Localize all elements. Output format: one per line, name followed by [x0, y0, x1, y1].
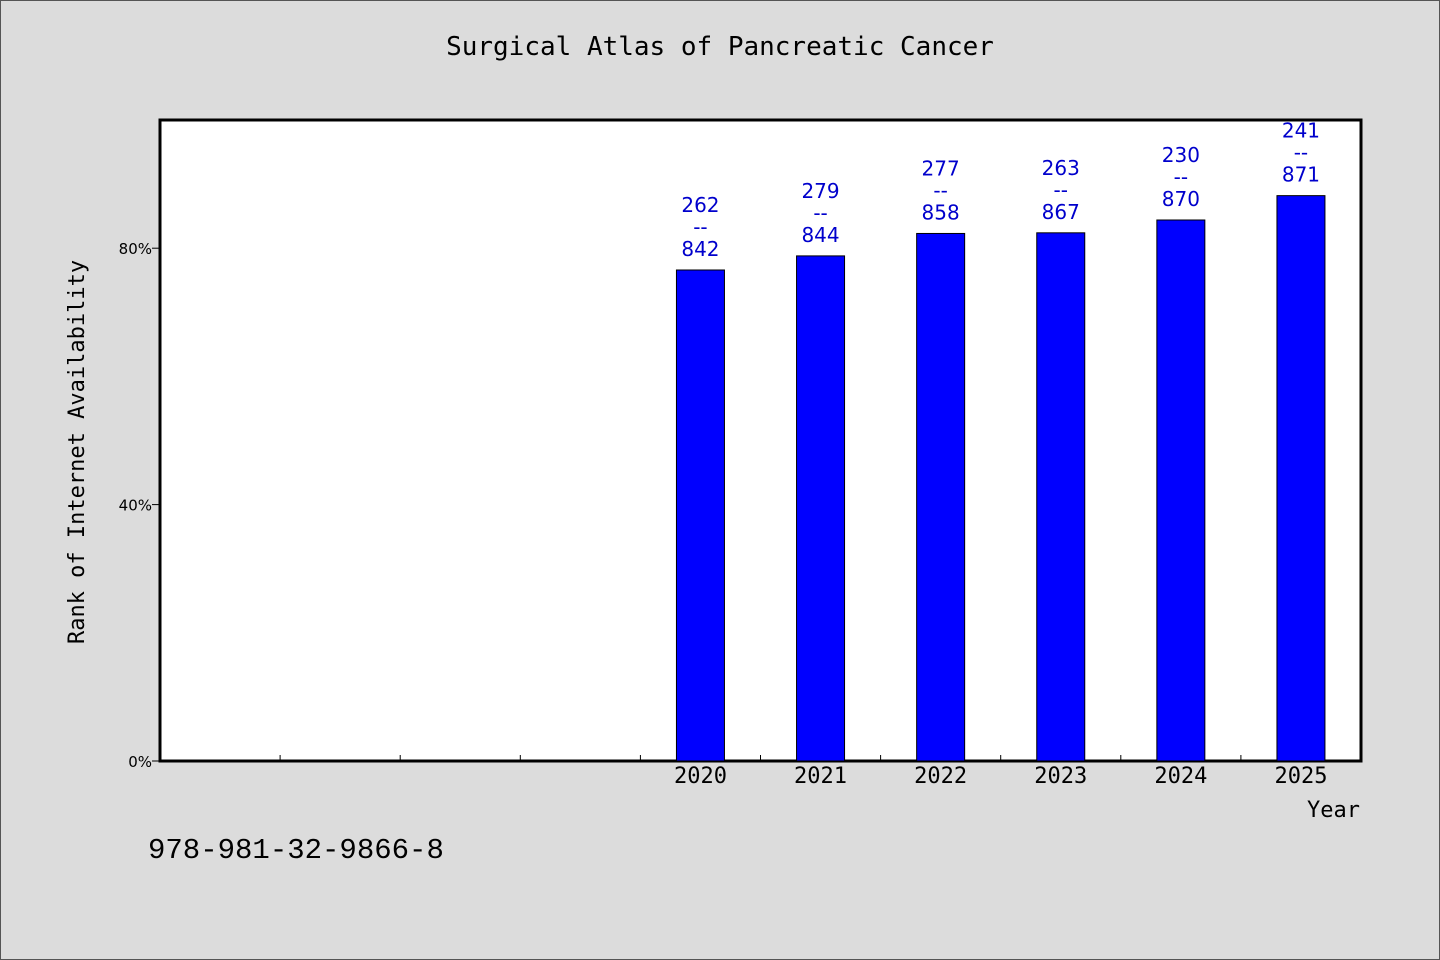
bar-data-label: --	[1054, 178, 1068, 202]
bar-data-label: 842	[681, 237, 719, 261]
bar-data-label: 871	[1282, 163, 1320, 187]
bar	[916, 232, 966, 762]
bar-data-label: --	[693, 215, 707, 239]
bar	[1036, 232, 1086, 762]
y-tick-label: 40%	[119, 497, 152, 515]
x-tick-label: 2023	[1034, 764, 1087, 789]
bar-data-label: 844	[801, 223, 839, 247]
bar-data-label: --	[1174, 165, 1188, 189]
bar-data-label: 279	[801, 179, 839, 203]
bar-data-label: 858	[922, 200, 960, 224]
bar	[675, 269, 725, 762]
bar-data-label: --	[1294, 141, 1308, 165]
bar	[1156, 219, 1206, 762]
bar-data-label: 262	[681, 193, 719, 217]
bar-data-label: 277	[922, 156, 960, 180]
x-axis-title: Year	[1307, 798, 1360, 823]
y-tick-label: 0%	[128, 753, 152, 771]
bar-data-label: 230	[1162, 143, 1200, 167]
x-tick-label: 2024	[1154, 764, 1207, 789]
bar	[1276, 195, 1326, 762]
bar-data-label: 263	[1042, 156, 1080, 180]
y-tick-label: 80%	[119, 240, 152, 258]
bar-data-label: --	[813, 201, 827, 225]
bar	[796, 255, 846, 762]
bar-data-label: --	[933, 178, 947, 202]
bar-data-label: 867	[1042, 200, 1080, 224]
bar-data-label: 870	[1162, 187, 1200, 211]
x-tick-label: 2022	[914, 764, 967, 789]
y-axis-title: Rank of Internet Availability	[65, 260, 90, 644]
bar-data-label: 241	[1282, 119, 1320, 143]
isbn-footer: 978-981-32-9866-8	[148, 834, 444, 867]
x-tick-label: 2025	[1274, 764, 1327, 789]
x-tick-label: 2020	[674, 764, 727, 789]
chart-title: Surgical Atlas of Pancreatic Cancer	[446, 32, 994, 62]
x-tick-label: 2021	[794, 764, 847, 789]
